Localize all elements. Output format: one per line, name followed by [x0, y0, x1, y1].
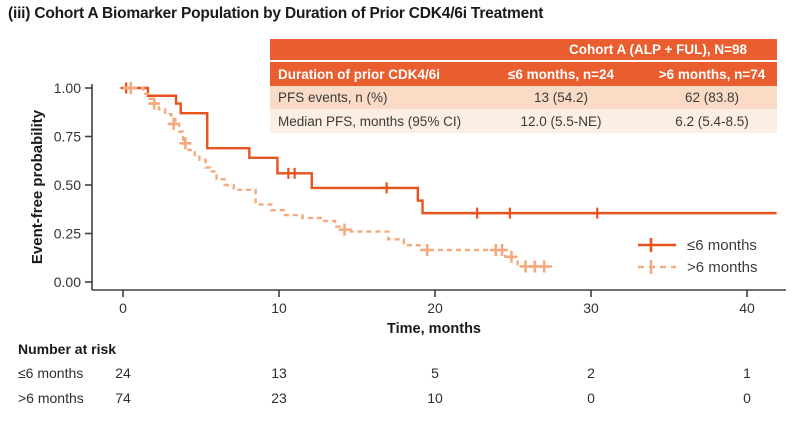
pfs-events-label: PFS events, n (%) — [270, 86, 475, 109]
risk-value: 0 — [743, 390, 751, 406]
censor-marks-gt6-months — [124, 82, 551, 273]
legend-item-gt6: >6 months — [636, 256, 757, 278]
table-row-pfs-events: PFS events, n (%) 13 (54.2) 62 (83.8) — [270, 86, 778, 109]
table-row-col-headers: Duration of prior CDK4/6i ≤6 months, n=2… — [270, 61, 778, 86]
median-pfs-le6: 12.0 (5.5-NE) — [475, 109, 647, 133]
risk-value: 1 — [743, 365, 751, 381]
y-tick-label: 0.25 — [54, 226, 81, 242]
y-tick-label: 0.75 — [54, 129, 81, 145]
y-tick-label: 0.00 — [54, 274, 81, 290]
median-pfs-gt6: 6.2 (5.4-8.5) — [647, 109, 778, 133]
table-row-cohort-header: Cohort A (ALP + FUL), N=98 — [270, 39, 778, 62]
x-tick-label: 0 — [119, 300, 127, 316]
y-tick-label: 1.00 — [54, 80, 81, 96]
legend: ≤6 months >6 months — [636, 234, 757, 278]
y-tick-label: 0.50 — [54, 177, 81, 193]
x-tick-label: 30 — [583, 300, 599, 316]
x-tick-label: 40 — [739, 300, 755, 316]
legend-solid-line-icon — [638, 238, 676, 252]
col-header-gt6: >6 months, n=74 — [658, 66, 766, 82]
legend-dashed-line-icon — [638, 260, 676, 274]
x-axis-label: Time, months — [387, 321, 481, 337]
legend-label-le6: ≤6 months — [687, 236, 757, 254]
pfs-events-le6: 13 (54.2) — [475, 86, 647, 109]
legend-label-gt6: >6 months — [687, 258, 758, 276]
median-pfs-label: Median PFS, months (95% CI) — [270, 109, 475, 133]
risk-row-label-gt6: >6 months — [18, 390, 84, 406]
risk-value: 0 — [587, 390, 595, 406]
figure-title: (iii) Cohort A Biomarker Population by D… — [8, 5, 544, 22]
x-tick-label: 20 — [427, 300, 443, 316]
risk-value: 23 — [271, 390, 287, 406]
col-header-duration: Duration of prior CDK4/6i — [278, 66, 441, 82]
risk-table-title: Number at risk — [18, 341, 117, 357]
risk-value: 2 — [587, 365, 595, 381]
summary-table: Cohort A (ALP + FUL), N=98 Duration of p… — [270, 39, 778, 133]
risk-value: 24 — [115, 365, 131, 381]
risk-value: 10 — [427, 390, 443, 406]
risk-value: 13 — [271, 365, 287, 381]
table-row-median-pfs: Median PFS, months (95% CI) 12.0 (5.5-NE… — [270, 109, 778, 133]
legend-item-le6: ≤6 months — [636, 234, 757, 256]
cohort-header-cell: Cohort A (ALP + FUL), N=98 — [270, 39, 778, 62]
risk-value: 74 — [115, 390, 131, 406]
risk-value: 5 — [431, 365, 439, 381]
col-header-le6: ≤6 months, n=24 — [507, 66, 615, 82]
pfs-events-gt6: 62 (83.8) — [647, 86, 778, 109]
risk-row-label-le6: ≤6 months — [18, 365, 84, 381]
x-tick-label: 10 — [271, 300, 287, 316]
km-curve-le6-months — [123, 86, 777, 215]
y-axis-label: Event-free probability — [29, 109, 46, 265]
